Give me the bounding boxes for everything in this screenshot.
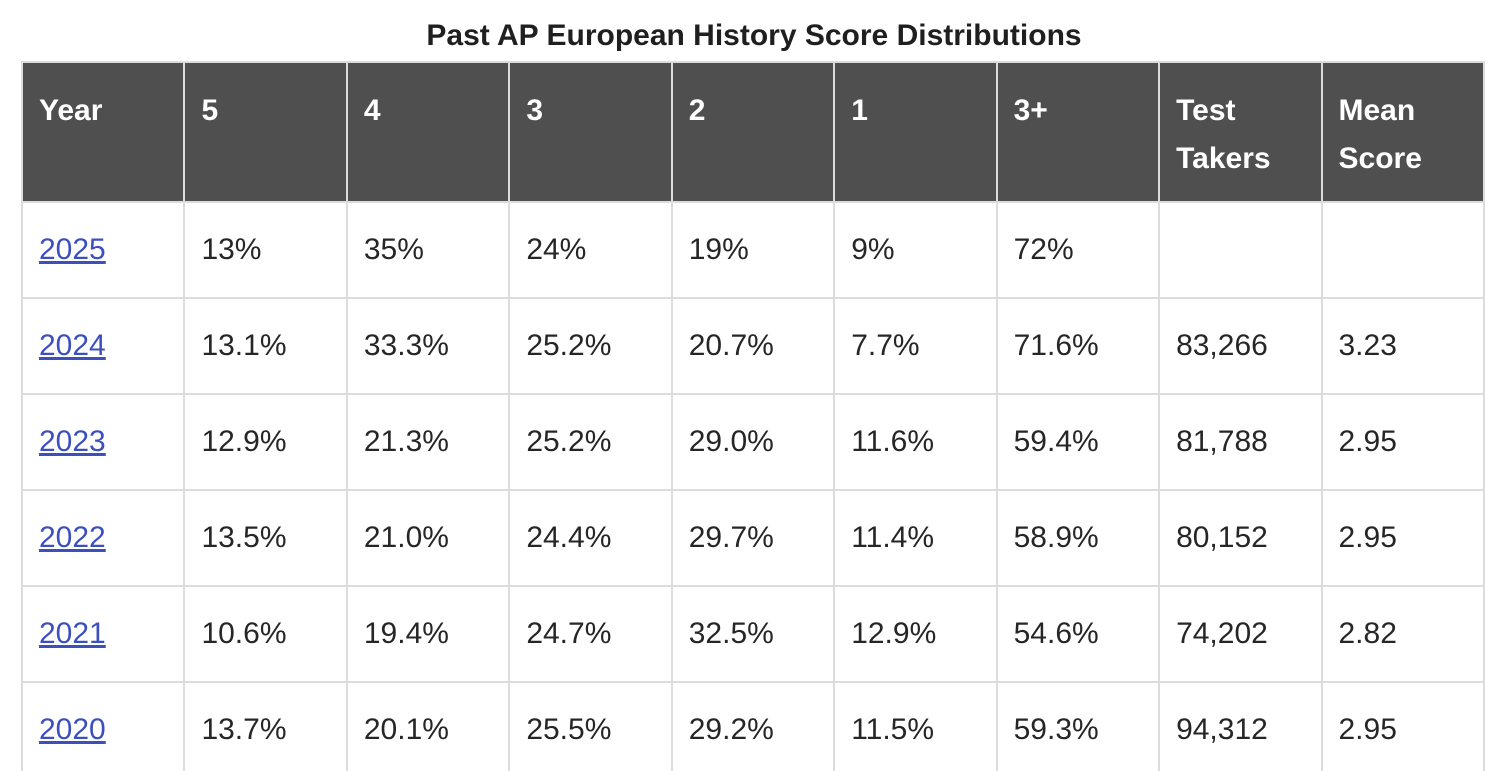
score-2-cell: 29.7% — [670, 489, 836, 587]
score-3-plus-cell: 59.4% — [995, 393, 1161, 491]
test-takers-cell: 80,152 — [1158, 489, 1323, 587]
header-score-5: 5 — [183, 61, 348, 203]
score-distribution-table: Year 5 4 3 2 1 3+ Test Takers Mean Score… — [20, 61, 1485, 771]
header-score-2: 2 — [670, 61, 836, 203]
score-3-plus-cell: 54.6% — [995, 585, 1161, 683]
test-takers-cell: 83,266 — [1158, 297, 1323, 395]
score-4-cell: 33.3% — [345, 297, 511, 395]
year-cell: 2023 — [20, 393, 186, 491]
year-link[interactable]: 2025 — [39, 233, 106, 266]
table-row: 2021 10.6% 19.4% 24.7% 32.5% 12.9% 54.6%… — [20, 585, 1485, 683]
test-takers-cell: 94,312 — [1158, 681, 1323, 771]
score-4-cell: 21.0% — [345, 489, 511, 587]
mean-score-cell: 2.95 — [1320, 681, 1485, 771]
mean-score-cell: 2.95 — [1320, 393, 1485, 491]
mean-score-cell: 2.95 — [1320, 489, 1485, 587]
mean-score-cell — [1320, 201, 1485, 299]
score-1-cell: 11.4% — [833, 489, 998, 587]
score-3-cell: 25.2% — [508, 297, 673, 395]
mean-score-cell: 2.82 — [1320, 585, 1485, 683]
table-row: 2024 13.1% 33.3% 25.2% 20.7% 7.7% 71.6% … — [20, 297, 1485, 395]
score-4-cell: 19.4% — [345, 585, 511, 683]
score-2-cell: 29.2% — [670, 681, 836, 771]
score-4-cell: 21.3% — [345, 393, 511, 491]
score-3-cell: 24% — [508, 201, 673, 299]
year-cell: 2020 — [20, 681, 186, 771]
score-2-cell: 32.5% — [670, 585, 836, 683]
header-score-3: 3 — [508, 61, 673, 203]
header-test-takers: Test Takers — [1158, 61, 1323, 203]
score-4-cell: 35% — [345, 201, 511, 299]
year-cell: 2021 — [20, 585, 186, 683]
test-takers-cell: 81,788 — [1158, 393, 1323, 491]
score-2-cell: 29.0% — [670, 393, 836, 491]
table-title: Past AP European History Score Distribut… — [426, 19, 1082, 52]
year-cell: 2024 — [20, 297, 186, 395]
year-link[interactable]: 2021 — [39, 617, 106, 650]
header-score-3-plus: 3+ — [995, 61, 1161, 203]
year-cell: 2022 — [20, 489, 186, 587]
table-row: 2020 13.7% 20.1% 25.5% 29.2% 11.5% 59.3%… — [20, 681, 1485, 771]
table-row: 2022 13.5% 21.0% 24.4% 29.7% 11.4% 58.9%… — [20, 489, 1485, 587]
table-row: 2025 13% 35% 24% 19% 9% 72% — [20, 201, 1485, 299]
score-3-plus-cell: 58.9% — [995, 489, 1161, 587]
score-5-cell: 13.5% — [183, 489, 348, 587]
header-score-4: 4 — [345, 61, 511, 203]
score-1-cell: 12.9% — [833, 585, 998, 683]
score-1-cell: 7.7% — [833, 297, 998, 395]
score-3-plus-cell: 71.6% — [995, 297, 1161, 395]
year-link[interactable]: 2022 — [39, 521, 106, 554]
score-5-cell: 13.7% — [183, 681, 348, 771]
score-1-cell: 11.6% — [833, 393, 998, 491]
score-5-cell: 13% — [183, 201, 348, 299]
score-5-cell: 12.9% — [183, 393, 348, 491]
score-3-cell: 24.4% — [508, 489, 673, 587]
score-3-cell: 25.2% — [508, 393, 673, 491]
year-cell: 2025 — [20, 201, 186, 299]
score-2-cell: 19% — [670, 201, 836, 299]
score-1-cell: 9% — [833, 201, 998, 299]
table-row: 2023 12.9% 21.3% 25.2% 29.0% 11.6% 59.4%… — [20, 393, 1485, 491]
test-takers-cell — [1158, 201, 1323, 299]
header-row: Year 5 4 3 2 1 3+ Test Takers Mean Score — [20, 61, 1485, 203]
header-score-1: 1 — [833, 61, 998, 203]
year-link[interactable]: 2020 — [39, 713, 106, 746]
score-3-plus-cell: 59.3% — [995, 681, 1161, 771]
score-1-cell: 11.5% — [833, 681, 998, 771]
score-2-cell: 20.7% — [670, 297, 836, 395]
mean-score-cell: 3.23 — [1320, 297, 1485, 395]
header-mean-score: Mean Score — [1320, 61, 1485, 203]
score-3-plus-cell: 72% — [995, 201, 1161, 299]
score-3-cell: 25.5% — [508, 681, 673, 771]
year-link[interactable]: 2024 — [39, 329, 106, 362]
score-5-cell: 13.1% — [183, 297, 348, 395]
score-3-cell: 24.7% — [508, 585, 673, 683]
header-year: Year — [20, 61, 186, 203]
test-takers-cell: 74,202 — [1158, 585, 1323, 683]
year-link[interactable]: 2023 — [39, 425, 106, 458]
score-5-cell: 10.6% — [183, 585, 348, 683]
score-4-cell: 20.1% — [345, 681, 511, 771]
